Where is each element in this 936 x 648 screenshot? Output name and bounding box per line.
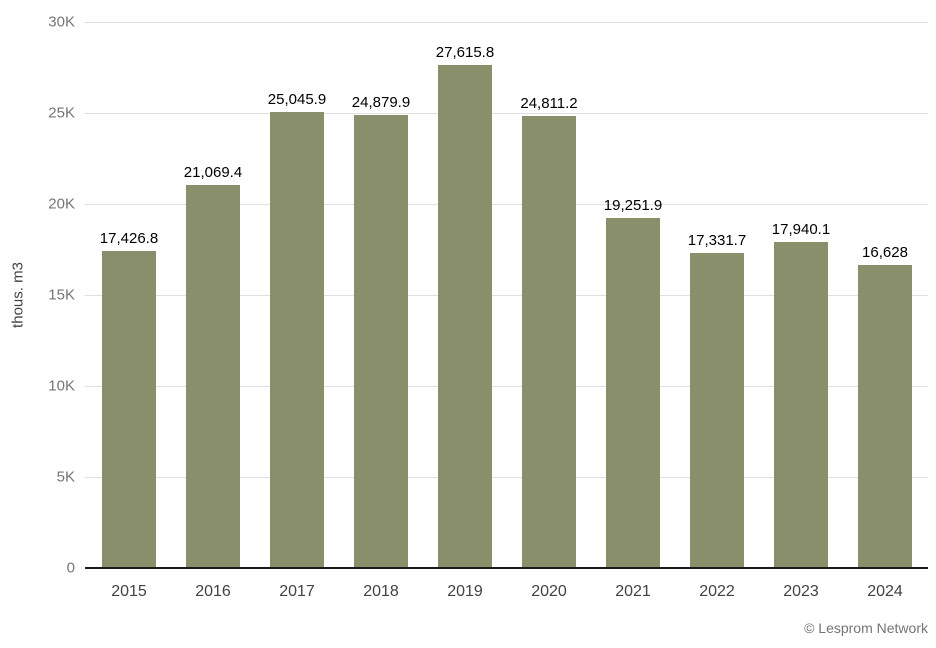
plot-area: 17,426.8 21,069.4 25,045.9 24,879.9 27,615.8… (85, 21, 928, 569)
bar[interactable] (858, 265, 912, 568)
gridline (85, 385, 928, 387)
bar[interactable] (438, 65, 492, 568)
x-axis-tick-label: 2024 (867, 583, 903, 600)
bar-value-label: 17,426.8 (99, 229, 159, 247)
x-axis-tick-label: 2015 (111, 583, 147, 600)
bar-value-label: 24,879.9 (351, 94, 411, 112)
bar[interactable] (102, 250, 156, 568)
bar-value-label: 25,045.9 (267, 91, 327, 109)
bar[interactable] (522, 116, 576, 568)
y-axis-tick-label: 15K (48, 286, 75, 304)
bar-value-label: 17,331.7 (687, 231, 747, 249)
y-axis-tick-label: 25K (48, 104, 75, 122)
bar-value-label: 19,251.9 (603, 196, 663, 214)
bar[interactable] (606, 217, 660, 568)
x-axis-tick-label: 2020 (531, 583, 567, 600)
y-axis-tick-label: 20K (48, 195, 75, 213)
bar[interactable] (774, 241, 828, 568)
y-axis-tick-label: 10K (48, 377, 75, 395)
gridline (85, 112, 928, 114)
bar-value-label: 16,628 (862, 244, 908, 262)
x-axis-tick-label: 2023 (783, 583, 819, 600)
bar[interactable] (186, 184, 240, 568)
gridline (85, 203, 928, 205)
gridline (85, 21, 928, 23)
y-axis-tick-label: 5K (56, 468, 75, 486)
bar[interactable] (690, 252, 744, 568)
y-axis-title: thous. m3 (9, 262, 27, 328)
y-axis-tick-label: 0 (66, 559, 75, 577)
gridline (85, 476, 928, 478)
attribution: © Lesprom Network (804, 620, 928, 636)
bar[interactable] (270, 112, 324, 568)
x-axis-tick-label: 2021 (615, 583, 651, 600)
x-axis-tick-label: 2022 (699, 583, 735, 600)
x-axis-tick-label: 2016 (195, 583, 231, 600)
bar-value-label: 17,940.1 (771, 220, 831, 238)
x-axis-tick-label: 2019 (447, 583, 483, 600)
y-axis-tick-label: 30K (48, 13, 75, 31)
gridline (85, 294, 928, 296)
x-axis-tick-label: 2018 (363, 583, 399, 600)
x-axis-tick-label: 2017 (279, 583, 315, 600)
bar-value-label: 27,615.8 (435, 44, 495, 62)
x-axis-line (85, 567, 928, 569)
bar-value-label: 21,069.4 (183, 163, 243, 181)
bar[interactable] (354, 115, 408, 568)
bar-value-label: 24,811.2 (520, 95, 578, 113)
